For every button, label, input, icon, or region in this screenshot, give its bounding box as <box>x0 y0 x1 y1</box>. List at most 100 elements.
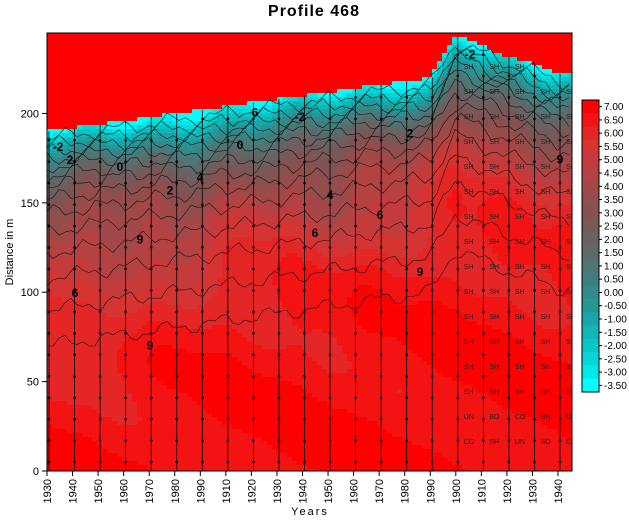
contour-cell <box>152 81 158 86</box>
contour-cell <box>252 213 258 218</box>
contour-cell <box>62 237 68 242</box>
contour-cell <box>227 181 233 186</box>
contour-cell <box>247 277 253 282</box>
contour-cell <box>237 153 243 158</box>
contour-cell <box>87 357 93 362</box>
contour-cell <box>262 373 268 378</box>
contour-cell <box>77 369 83 374</box>
contour-cell <box>212 349 218 354</box>
contour-cell <box>112 337 118 342</box>
contour-cell <box>182 149 188 154</box>
contour-cell <box>177 241 183 246</box>
contour-cell <box>77 289 83 294</box>
contour-cell <box>127 441 133 446</box>
contour-cell <box>107 409 113 414</box>
contour-cell <box>92 49 98 54</box>
contour-cell <box>142 305 148 310</box>
contour-cell <box>187 49 193 54</box>
contour-cell <box>57 437 63 442</box>
contour-cell <box>212 377 218 382</box>
contour-cell <box>132 125 138 130</box>
contour-cell <box>202 225 208 230</box>
contour-cell <box>242 305 248 310</box>
contour-cell <box>127 449 133 454</box>
contour-cell <box>107 141 113 146</box>
contour-cell <box>252 289 258 294</box>
contour-cell <box>112 209 118 214</box>
contour-cell <box>267 345 273 350</box>
contour-cell <box>117 229 123 234</box>
contour-cell <box>157 345 163 350</box>
contour-cell <box>177 225 183 230</box>
contour-cell <box>227 309 233 314</box>
contour-cell <box>47 53 53 58</box>
contour-cell <box>202 97 208 102</box>
contour-cell <box>197 329 203 334</box>
contour-cell <box>47 401 53 406</box>
contour-cell <box>177 309 183 314</box>
contour-cell <box>92 345 98 350</box>
contour-cell <box>62 413 68 418</box>
contour-cell <box>227 49 233 54</box>
contour-cell <box>52 177 58 182</box>
contour-cell <box>127 437 133 442</box>
contour-cell <box>102 393 108 398</box>
contour-cell <box>132 445 138 450</box>
contour-cell <box>182 389 188 394</box>
contour-cell <box>222 293 228 298</box>
contour-cell <box>237 137 243 142</box>
contour-cell <box>132 241 138 246</box>
contour-cell <box>137 293 143 298</box>
contour-cell <box>72 97 78 102</box>
contour-cell <box>132 249 138 254</box>
contour-cell <box>177 61 183 66</box>
contour-cell <box>87 449 93 454</box>
contour-cell <box>187 333 193 338</box>
contour-cell <box>222 53 228 58</box>
contour-cell <box>167 309 173 314</box>
contour-cell <box>182 281 188 286</box>
contour-cell <box>192 441 198 446</box>
contour-cell <box>192 285 198 290</box>
contour-cell <box>202 425 208 430</box>
contour-cell <box>192 57 198 62</box>
contour-cell <box>272 49 278 54</box>
contour-cell <box>117 81 123 86</box>
contour-cell <box>172 177 178 182</box>
contour-cell <box>47 189 53 194</box>
contour-cell <box>202 461 208 466</box>
contour-cell <box>217 141 223 146</box>
contour-cell <box>222 285 228 290</box>
contour-cell <box>222 213 228 218</box>
contour-cell <box>172 229 178 234</box>
contour-cell <box>102 85 108 90</box>
contour-cell <box>182 37 188 42</box>
contour-cell <box>217 93 223 98</box>
contour-cell <box>242 85 248 90</box>
contour-cell <box>197 469 203 471</box>
contour-cell <box>97 105 103 110</box>
contour-cell <box>67 69 73 74</box>
contour-cell <box>262 93 268 98</box>
contour-cell <box>187 225 193 230</box>
contour-cell <box>82 173 88 178</box>
contour-cell <box>172 413 178 418</box>
contour-cell <box>262 381 268 386</box>
contour-cell <box>122 73 128 78</box>
contour-cell <box>127 205 133 210</box>
contour-cell <box>77 329 83 334</box>
contour-cell <box>62 417 68 422</box>
contour-cell <box>272 145 278 150</box>
contour-cell <box>217 133 223 138</box>
contour-cell <box>267 153 273 158</box>
contour-cell <box>52 301 58 306</box>
contour-cell <box>242 213 248 218</box>
contour-cell <box>82 429 88 434</box>
contour-cell <box>92 109 98 114</box>
contour-cell <box>142 73 148 78</box>
contour-cell <box>107 305 113 310</box>
contour-cell <box>272 173 278 178</box>
contour-cell <box>222 377 228 382</box>
contour-cell <box>227 281 233 286</box>
contour-cell <box>237 325 243 330</box>
